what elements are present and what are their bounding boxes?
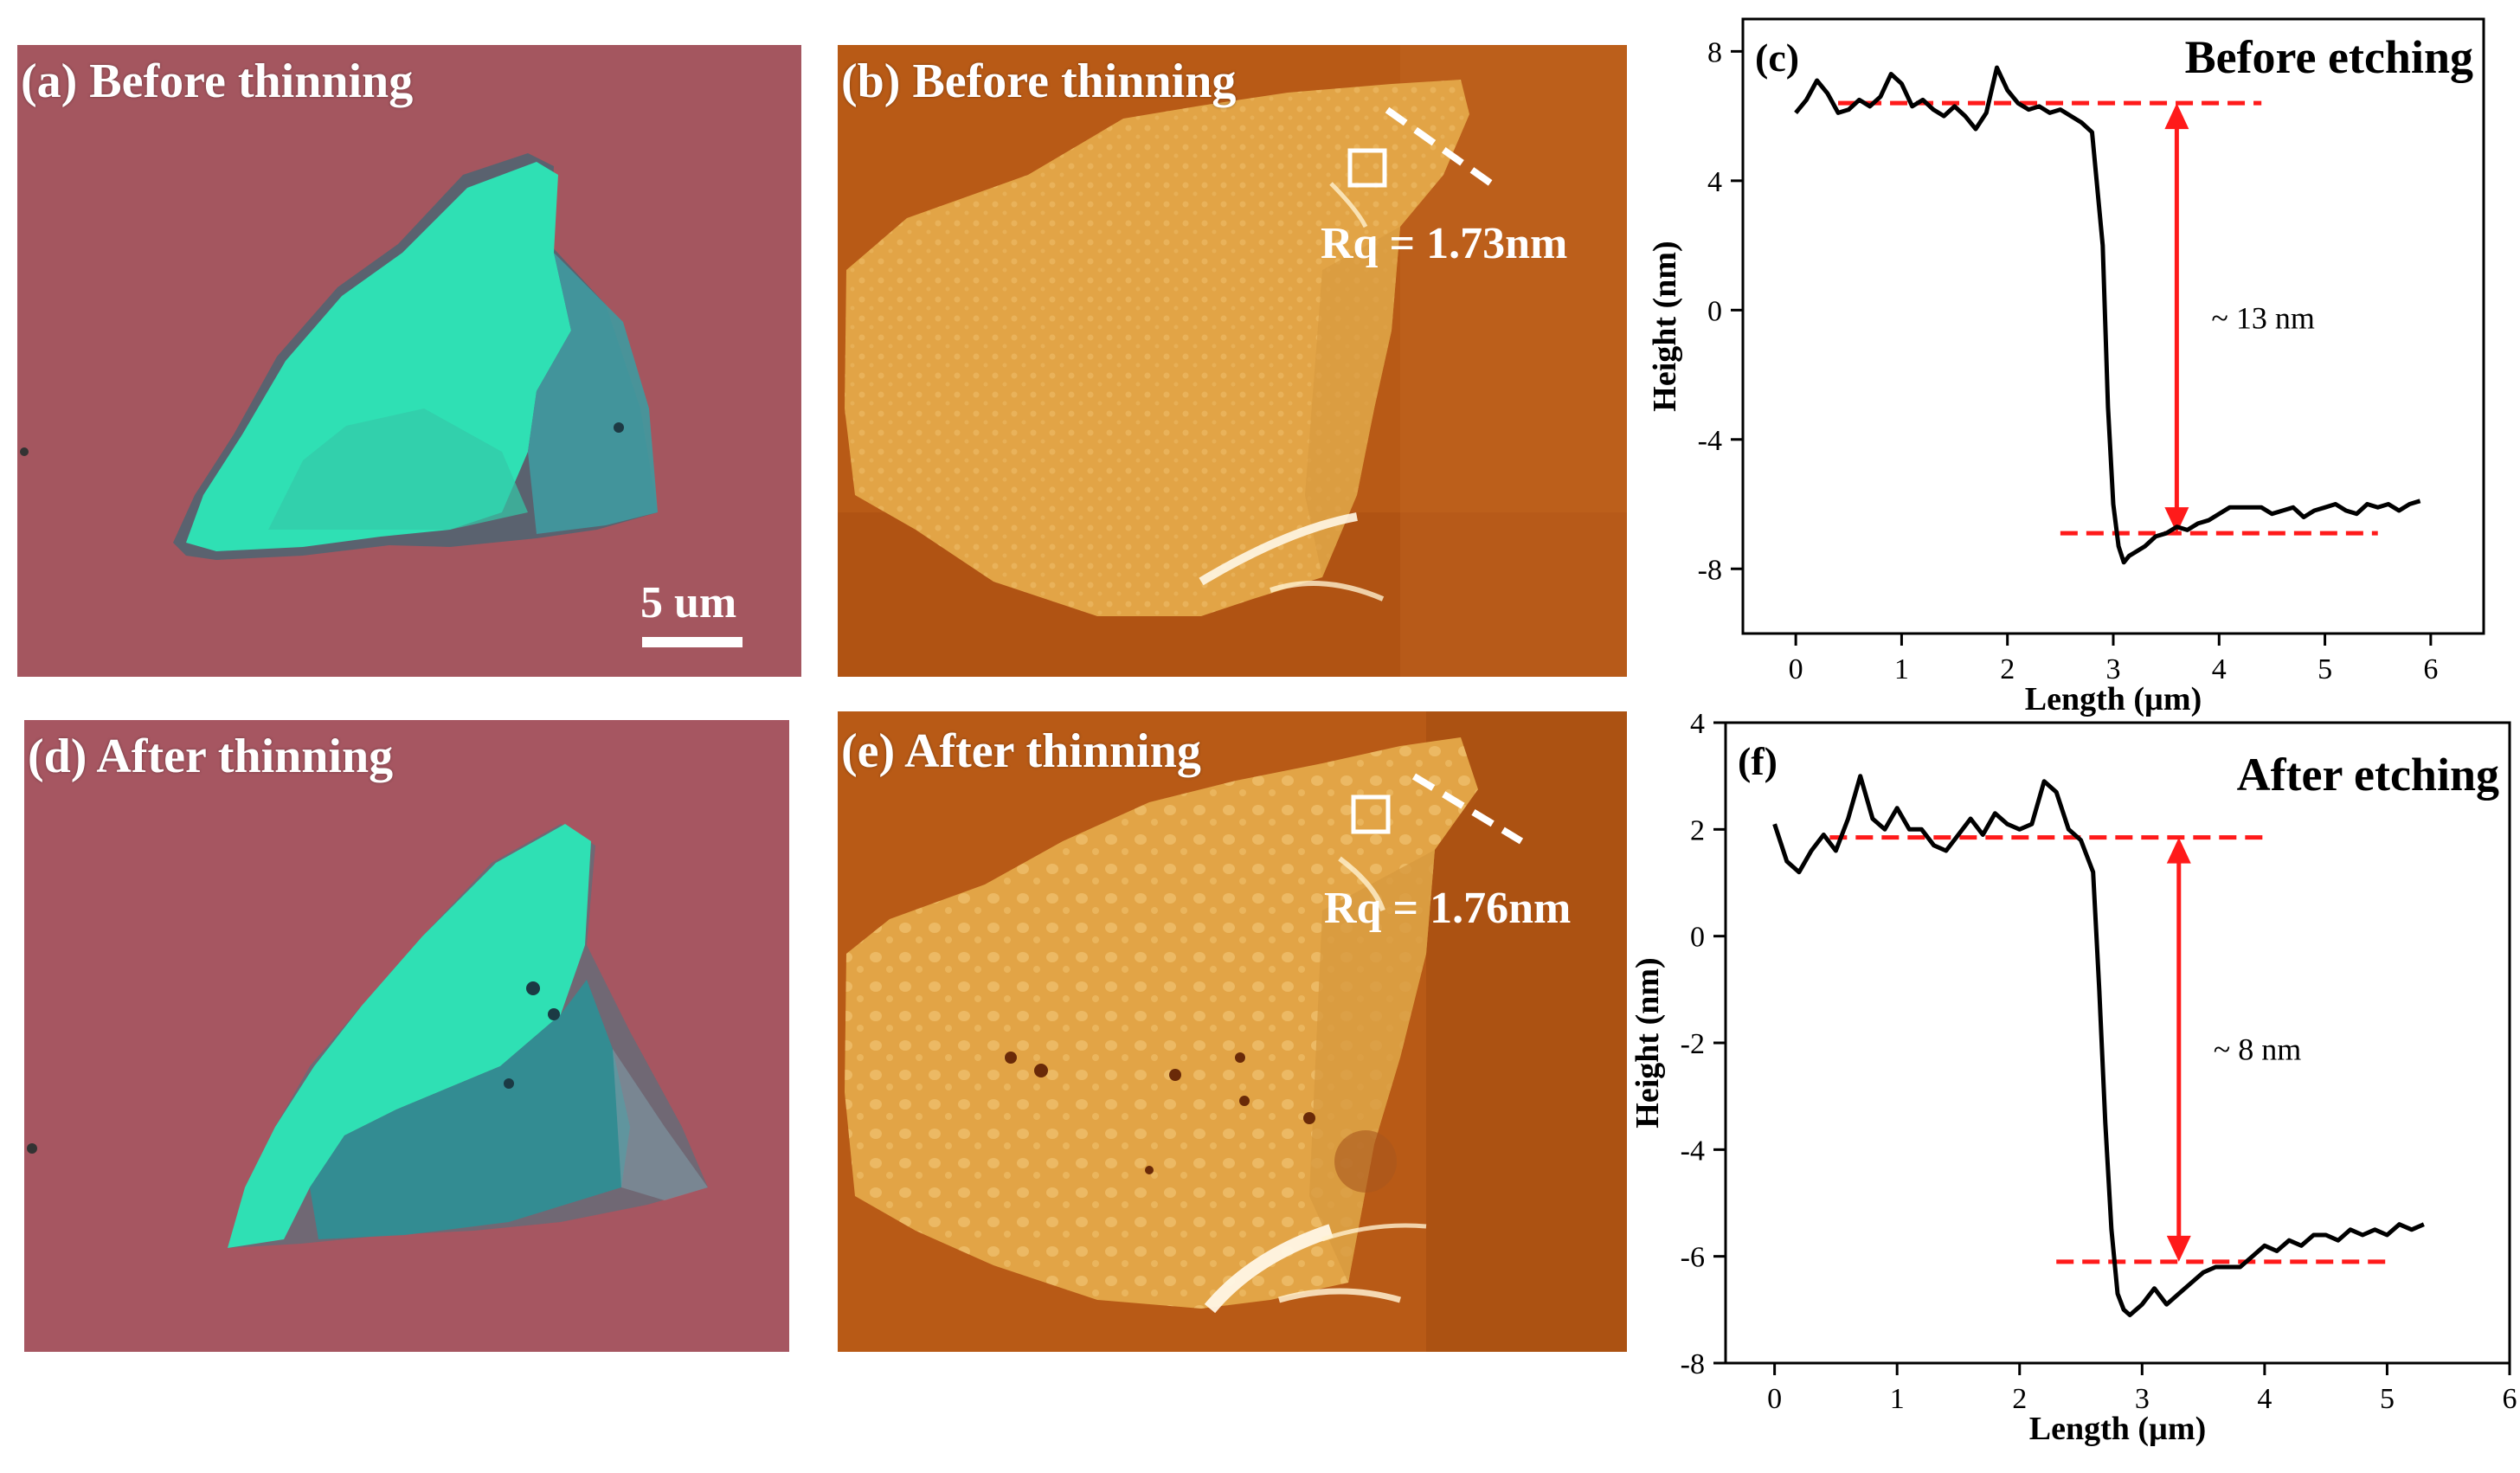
x-tick-label: 5 — [2380, 1383, 2395, 1415]
y-tick-label: -6 — [1681, 1242, 1705, 1274]
y-tick-label: 8 — [1707, 36, 1722, 68]
height-arrow-head-top — [2166, 837, 2191, 864]
x-tick-label: 1 — [1894, 653, 1909, 685]
panel-b-afm-image: (b) Before thinning Rq = 1.73nm — [838, 45, 1627, 677]
x-axis-label: Length (µm) — [2029, 1411, 2207, 1447]
panel-a-label: (a) Before thinning — [21, 55, 414, 108]
y-tick-label: 0 — [1707, 295, 1722, 327]
x-tick-label: 5 — [2318, 653, 2332, 685]
height-profile-line — [1772, 774, 2425, 1317]
panel-f-height-profile: 0 1 2 3 4 5 6 -8 -6 -4 -2 0 2 4 Length (µm) Height (nm)… — [1630, 708, 2517, 1447]
plot-frame — [1741, 17, 2485, 635]
x-tick-label: 0 — [1767, 1383, 1782, 1415]
x-tick-label: 4 — [2212, 653, 2227, 685]
x-tick-label: 3 — [2106, 653, 2121, 685]
scale-bar — [642, 637, 742, 647]
panel-a-optical-image: (a) Before thinning 5 um — [17, 45, 801, 677]
panel-c-height-profile: 0 1 2 3 4 5 6 -8 -4 0 4 8 Length (µm) Height (nm) (c) B… — [1647, 17, 2485, 717]
chart-title: Before etching — [2185, 31, 2473, 83]
optical-micrograph-after — [24, 720, 789, 1352]
y-axis-label: Height (nm) — [1647, 241, 1683, 411]
roughness-value: Rq = 1.76nm — [1324, 884, 1572, 933]
height-arrow-head-bottom — [2166, 1235, 2191, 1262]
y-tick-label: -8 — [1698, 554, 1722, 586]
step-height-annotation: ~ 8 nm — [2214, 1032, 2301, 1067]
y-tick-label: 2 — [1690, 814, 1705, 846]
x-tick-label: 3 — [2135, 1383, 2150, 1415]
panel-label: (c) — [1755, 35, 1799, 80]
y-tick-label: 4 — [1690, 708, 1705, 740]
x-tick-label: 1 — [1890, 1383, 1905, 1415]
y-axis-label: Height (nm) — [1630, 957, 1666, 1128]
scale-bar-label: 5 um — [640, 578, 737, 627]
afm-topography-after — [838, 711, 1627, 1352]
height-arrow-head-top — [2164, 103, 2189, 130]
y-tick-label: -4 — [1698, 425, 1722, 457]
panel-d-label: (d) After thinning — [28, 730, 394, 783]
height-arrow-head-bottom — [2164, 507, 2189, 534]
y-tick-label: -4 — [1681, 1135, 1705, 1167]
roughness-value: Rq = 1.73nm — [1321, 219, 1568, 268]
panel-label: (f) — [1738, 739, 1778, 783]
panel-d-optical-image: (d) After thinning — [24, 720, 789, 1352]
plot-frame — [1724, 721, 2511, 1365]
chart-title: After etching — [2237, 749, 2499, 801]
x-tick-label: 4 — [2257, 1383, 2272, 1415]
y-tick-label: 4 — [1707, 166, 1722, 198]
x-tick-label: 6 — [2423, 653, 2438, 685]
height-profile-line — [1794, 65, 2421, 565]
x-tick-label: 2 — [2012, 1383, 2027, 1415]
y-tick-label: -2 — [1681, 1028, 1705, 1060]
afm-topography-before — [838, 45, 1627, 677]
y-tick-label: -8 — [1681, 1348, 1705, 1380]
panel-e-afm-image: (e) After thinning Rq = 1.76nm — [838, 711, 1627, 1352]
x-tick-label: 2 — [2000, 653, 2015, 685]
panel-b-label: (b) Before thinning — [841, 55, 1237, 108]
step-height-annotation: ~ 13 nm — [2211, 301, 2314, 336]
x-tick-label: 0 — [1789, 653, 1803, 685]
panel-e-label: (e) After thinning — [841, 724, 1201, 778]
y-tick-label: 0 — [1690, 922, 1705, 954]
optical-micrograph-before — [17, 45, 801, 677]
x-axis-label: Length (µm) — [2025, 681, 2202, 717]
x-tick-label: 6 — [2503, 1383, 2517, 1415]
